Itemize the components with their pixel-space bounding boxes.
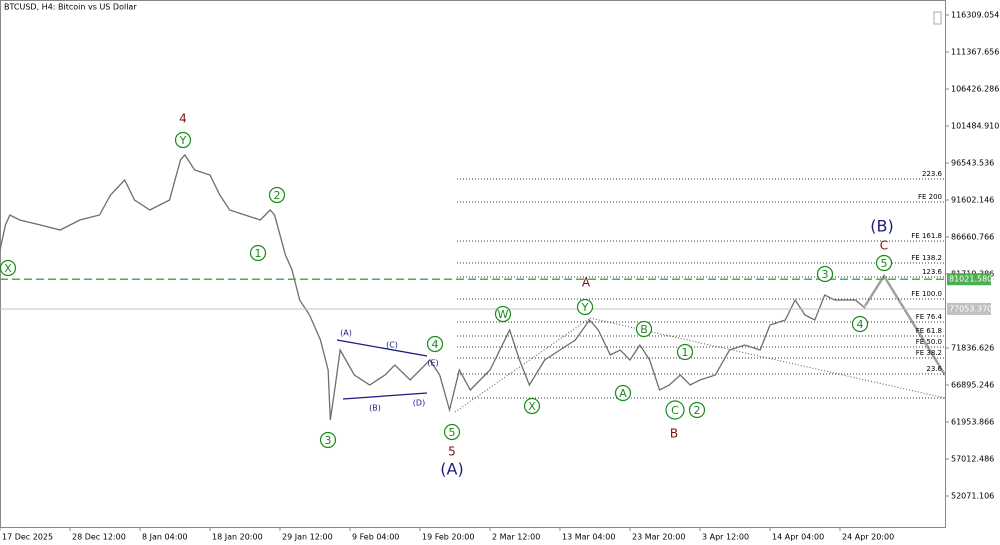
wave-label: 4 xyxy=(432,338,439,351)
fib-label: FE 100.0 xyxy=(911,290,942,298)
fib-label: FE 138.2 xyxy=(911,254,942,262)
wave-circle xyxy=(816,265,834,283)
fib-label: 223.6 xyxy=(922,170,943,178)
fib-label: FE 161.8 xyxy=(911,232,942,240)
wave-label: A xyxy=(582,276,591,290)
price-line xyxy=(0,153,866,421)
wave-circle xyxy=(688,401,706,419)
wave-circle xyxy=(851,315,869,333)
wave-label: 1 xyxy=(682,346,689,359)
fib-label: FE 50.0 xyxy=(916,338,942,346)
y-tick-label: 71836.626 xyxy=(951,344,994,353)
price-tag-label: 81021.580 xyxy=(949,275,992,284)
x-tick-label: 13 Mar 04:00 xyxy=(562,533,615,542)
wave-label: 2 xyxy=(694,404,701,417)
wave-circle xyxy=(249,244,267,262)
wave-label: (C) xyxy=(386,341,398,350)
y-tick-label: 116309.054 xyxy=(951,10,999,19)
wave-label: 3 xyxy=(325,434,332,447)
chart-title: BTCUSD, H4: Bitcoin vs US Dollar xyxy=(4,3,137,12)
x-tick-label: 28 Dec 12:00 xyxy=(72,533,126,542)
wave-label: B xyxy=(670,427,678,441)
wave-label: 5 xyxy=(449,426,456,439)
forecast-path xyxy=(863,273,947,376)
y-tick-label: 111367.656 xyxy=(951,47,999,56)
wave-circle xyxy=(426,335,444,353)
price-tag xyxy=(947,302,991,315)
x-tick-label: 17 Dec 2025 xyxy=(2,533,53,542)
x-tick-label: 19 Feb 20:00 xyxy=(422,533,474,542)
y-tick-label: 86660.766 xyxy=(951,233,994,242)
trend-line xyxy=(336,339,428,357)
y-tick-label: 96543.536 xyxy=(951,159,994,168)
x-tick-label: 14 Apr 04:00 xyxy=(772,533,824,542)
wave-circle xyxy=(174,131,192,149)
x-tick-label: 3 Apr 12:00 xyxy=(702,533,749,542)
price-tag-label: 77053.370 xyxy=(949,304,992,313)
wave-circle xyxy=(665,400,685,420)
wave-circle xyxy=(875,254,893,272)
y-tick-label: 101484.910 xyxy=(951,121,999,130)
y-tick-label: 57012.486 xyxy=(951,455,994,464)
x-tick-label: 23 Mar 20:00 xyxy=(632,533,685,542)
wave-circle xyxy=(614,384,632,402)
wave-circle xyxy=(635,320,653,338)
wave-label: 4 xyxy=(179,112,187,126)
wave-label: C xyxy=(880,239,888,253)
wave-label: 3 xyxy=(822,268,829,281)
wave-circle xyxy=(443,423,461,441)
wave-label: X xyxy=(4,262,12,275)
y-tick-label: 66895.246 xyxy=(951,381,994,390)
y-tick-label: 52071.106 xyxy=(951,492,994,501)
fib-label: 23.6 xyxy=(926,365,942,373)
wave-label: A xyxy=(619,387,627,400)
wave-circle xyxy=(576,298,594,316)
wave-label: Y xyxy=(581,301,589,314)
wave-circle xyxy=(494,305,512,323)
x-tick-label: 8 Jan 04:00 xyxy=(142,533,188,542)
x-tick-label: 18 Jan 20:00 xyxy=(212,533,263,542)
price-tag xyxy=(947,273,991,286)
x-tick-label: 24 Apr 20:00 xyxy=(842,533,894,542)
wave-label: C xyxy=(671,404,679,417)
y-tick-label: 106426.286 xyxy=(951,84,999,93)
wave-circle xyxy=(268,186,286,204)
fib-label: FE 76.4 xyxy=(916,313,943,321)
wave-label: 1 xyxy=(255,247,262,260)
wave-circle xyxy=(319,431,337,449)
wave-label: (D) xyxy=(413,399,425,408)
wave-label: Y xyxy=(179,134,187,147)
wave-label: (E) xyxy=(427,359,438,368)
fib-label: FE 61.8 xyxy=(916,327,942,335)
wave-label: 2 xyxy=(274,189,281,202)
fib-label: 123.6 xyxy=(922,268,943,276)
channel-line xyxy=(454,317,591,413)
y-tick-label: 91602.146 xyxy=(951,196,994,205)
wave-label: W xyxy=(498,308,509,321)
wave-circle xyxy=(523,397,541,415)
scroll-button[interactable] xyxy=(933,11,942,25)
wave-label: (A) xyxy=(340,329,352,338)
plot-frame xyxy=(0,0,946,528)
trend-line xyxy=(342,392,428,400)
fib-label: FE 38.2 xyxy=(916,349,942,357)
wave-label: X xyxy=(528,400,536,413)
x-tick-label: 2 Mar 12:00 xyxy=(492,533,540,542)
wave-label: B xyxy=(640,323,648,336)
y-tick-label: 61953.866 xyxy=(951,418,994,427)
wave-label: (B) xyxy=(369,404,381,413)
wave-label: (B) xyxy=(870,217,893,236)
wave-circle xyxy=(676,343,694,361)
wave-label: 4 xyxy=(857,318,864,331)
fib-label: FE 200 xyxy=(918,193,942,201)
x-tick-label: 9 Feb 04:00 xyxy=(352,533,399,542)
wave-label: (A) xyxy=(440,460,463,479)
wave-label: 5 xyxy=(881,257,888,270)
x-tick-label: 29 Jan 12:00 xyxy=(282,533,333,542)
wave-circle xyxy=(0,259,17,277)
wave-label: 5 xyxy=(448,445,456,459)
